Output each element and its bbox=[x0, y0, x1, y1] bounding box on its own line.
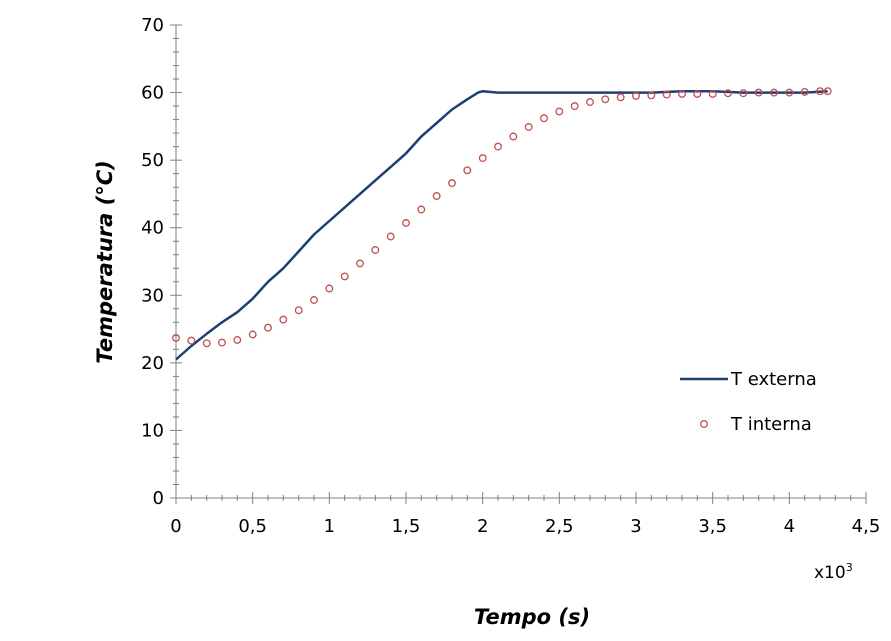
x-tick-label: 0 bbox=[170, 516, 181, 537]
x-tick-label: 0,5 bbox=[238, 516, 267, 537]
data-point-t-interna bbox=[187, 336, 196, 345]
data-point-t-interna bbox=[823, 87, 832, 96]
y-tick-label: 20 bbox=[141, 353, 164, 374]
data-point-t-interna bbox=[524, 123, 533, 131]
plot-area bbox=[172, 87, 832, 361]
x-tick-label: 3 bbox=[630, 516, 641, 537]
data-point-t-interna bbox=[509, 132, 518, 141]
x-multiplier-exponent: 3 bbox=[846, 561, 853, 574]
data-point-t-interna bbox=[785, 88, 794, 97]
y-tick-label: 10 bbox=[141, 420, 164, 441]
data-point-t-interna bbox=[754, 88, 763, 97]
x-tick-label: 4 bbox=[784, 516, 795, 537]
x-tick-label: 3,5 bbox=[698, 516, 727, 537]
data-point-t-interna bbox=[693, 89, 702, 98]
data-point-t-interna bbox=[371, 246, 380, 254]
x-tick-label: 2,5 bbox=[545, 516, 574, 537]
x-tick-label: 2 bbox=[477, 516, 488, 537]
data-point-t-interna bbox=[739, 89, 748, 98]
axes bbox=[175, 25, 866, 499]
data-point-t-interna bbox=[218, 338, 226, 347]
data-point-t-interna bbox=[678, 89, 686, 98]
data-point-t-interna bbox=[724, 89, 732, 98]
x-tick-label: 1,5 bbox=[392, 516, 421, 537]
y-tick-label: 60 bbox=[141, 83, 164, 104]
data-point-t-interna bbox=[616, 93, 625, 102]
data-point-t-interna bbox=[325, 284, 334, 293]
data-point-t-interna bbox=[386, 232, 395, 241]
data-point-t-interna bbox=[586, 98, 594, 106]
data-point-t-interna bbox=[770, 88, 778, 97]
y-axis-title: Temperatura (°C) bbox=[93, 160, 117, 363]
legend-label-t-interna: T interna bbox=[730, 414, 812, 435]
data-point-t-interna bbox=[340, 272, 349, 281]
legend-label-t-externa: T externa bbox=[730, 369, 817, 390]
x-axis-multiplier: x103 bbox=[814, 561, 853, 583]
data-point-t-interna bbox=[202, 339, 211, 348]
data-point-t-interna bbox=[494, 142, 502, 151]
series-line-t-externa bbox=[175, 89, 828, 361]
data-point-t-interna bbox=[601, 95, 610, 104]
data-point-t-interna bbox=[708, 89, 717, 98]
x-axis: 0 0,5 1 1,5 2 2,5 3 3,5 4 4,5 bbox=[170, 492, 880, 537]
y-tick-label: 30 bbox=[141, 285, 164, 306]
data-point-t-interna bbox=[647, 91, 656, 100]
data-point-t-interna bbox=[310, 296, 318, 304]
data-point-t-interna bbox=[264, 323, 272, 332]
data-point-t-interna bbox=[448, 179, 456, 188]
data-point-t-interna bbox=[248, 330, 257, 339]
legend-swatch-t-interna bbox=[700, 420, 708, 428]
data-point-t-interna bbox=[402, 219, 410, 227]
data-point-t-interna bbox=[417, 205, 426, 214]
data-point-t-interna bbox=[540, 114, 548, 123]
y-tick-label: 50 bbox=[141, 150, 164, 171]
y-tick-label: 70 bbox=[141, 15, 164, 36]
x-multiplier-base: x10 bbox=[814, 563, 846, 583]
data-point-t-interna bbox=[294, 306, 303, 315]
y-tick-label: 40 bbox=[141, 218, 164, 239]
y-tick-label: 0 bbox=[153, 488, 164, 509]
x-axis-title: Tempo (s) bbox=[474, 605, 590, 629]
data-point-t-interna bbox=[478, 154, 487, 163]
data-point-t-interna bbox=[463, 166, 472, 175]
data-point-t-interna bbox=[279, 315, 288, 324]
x-tick-label: 1 bbox=[324, 516, 335, 537]
data-point-t-interna bbox=[172, 333, 180, 342]
data-point-t-interna bbox=[570, 102, 579, 111]
data-point-t-interna bbox=[662, 90, 671, 99]
data-point-t-interna bbox=[432, 192, 441, 200]
legend: T externa T interna bbox=[680, 369, 817, 435]
data-point-t-interna bbox=[632, 91, 640, 100]
data-point-t-interna bbox=[356, 259, 364, 268]
data-point-t-interna bbox=[555, 107, 564, 116]
y-axis: 0 10 20 30 40 50 60 70 bbox=[141, 15, 182, 509]
data-point-t-interna bbox=[800, 87, 809, 96]
data-point-t-interna bbox=[816, 87, 824, 96]
data-point-t-interna bbox=[233, 335, 242, 344]
x-tick-label: 4,5 bbox=[852, 516, 881, 537]
